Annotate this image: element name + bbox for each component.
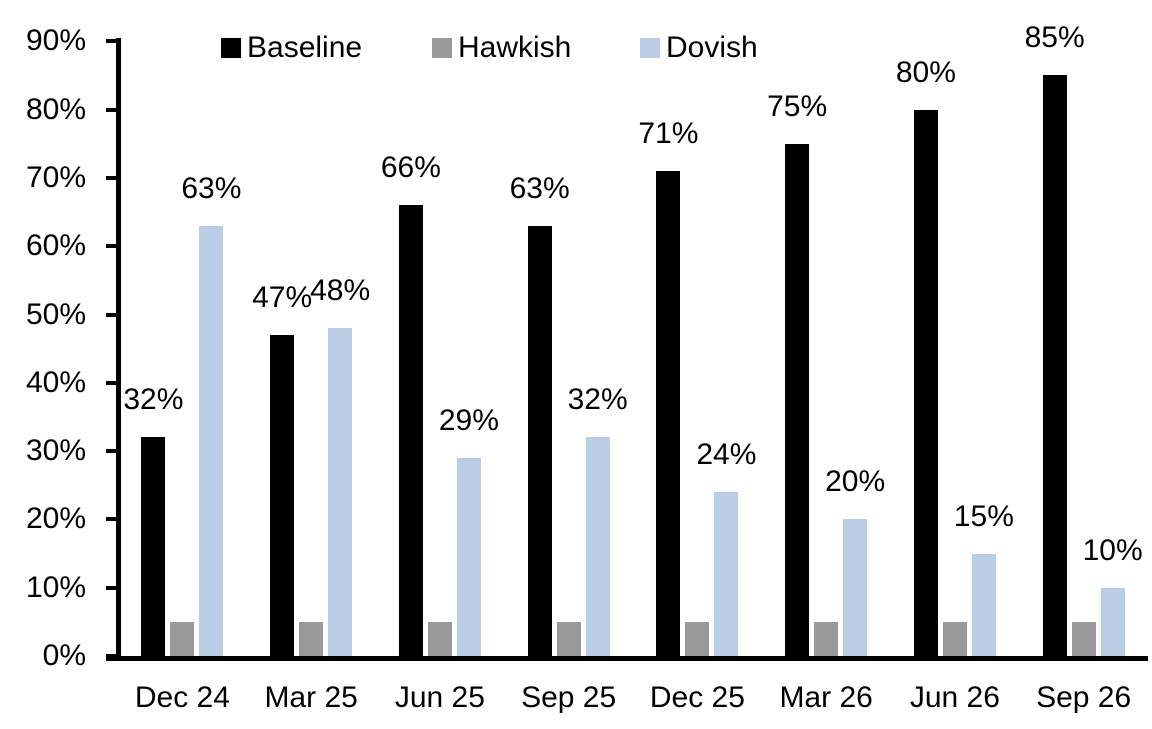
- legend-swatch-baseline-icon: [221, 38, 241, 58]
- x-tick-label-sep-25: Sep 25: [521, 681, 617, 714]
- y-tick-mark: [106, 585, 116, 590]
- bar-dovish-jun-26: [971, 553, 996, 656]
- y-tick-label: 20%: [25, 502, 86, 536]
- y-tick-label: 40%: [25, 365, 86, 399]
- legend-swatch-hawkish-icon: [432, 38, 452, 58]
- data-label-baseline-jun-25: 66%: [380, 151, 441, 185]
- bar-hawkish-jun-25: [427, 621, 452, 656]
- y-tick-mark: [106, 244, 116, 249]
- y-tick-mark: [106, 39, 116, 44]
- data-label-dovish-sep-26: 10%: [1082, 533, 1143, 567]
- data-label-dovish-jun-25: 29%: [438, 403, 499, 437]
- x-tick-label-mar-25: Mar 25: [264, 681, 358, 714]
- data-label-baseline-mar-25: 47%: [252, 280, 313, 314]
- x-tick-label-dec-24: Dec 24: [134, 681, 230, 714]
- data-label-baseline-dec-25: 71%: [638, 117, 699, 151]
- bar-hawkish-sep-26: [1071, 621, 1096, 656]
- bar-baseline-jun-26: [913, 109, 938, 656]
- data-label-dovish-mar-26: 20%: [825, 465, 886, 499]
- bar-hawkish-mar-26: [814, 621, 839, 656]
- data-label-baseline-dec-24: 32%: [123, 383, 184, 417]
- x-axis-line: [106, 656, 1148, 661]
- legend-item-hawkish: Hawkish: [432, 33, 571, 63]
- data-label-dovish-jun-26: 15%: [953, 499, 1014, 533]
- bar-dovish-mar-26: [843, 519, 868, 656]
- bar-baseline-dec-25: [656, 171, 681, 656]
- y-tick-mark: [106, 312, 116, 317]
- legend-label-hawkish: Hawkish: [458, 31, 572, 64]
- data-label-dovish-dec-24: 63%: [181, 171, 242, 205]
- y-axis-line: [116, 38, 121, 661]
- y-tick-mark: [106, 107, 116, 112]
- bar-baseline-jun-25: [398, 205, 423, 656]
- y-tick-mark: [106, 517, 116, 522]
- bar-hawkish-sep-25: [556, 621, 581, 656]
- bar-hawkish-dec-25: [685, 621, 710, 656]
- bar-dovish-sep-25: [585, 437, 610, 656]
- bar-dovish-dec-24: [199, 225, 224, 656]
- y-tick-label: 80%: [25, 92, 86, 126]
- legend-swatch-dovish-icon: [640, 38, 660, 58]
- data-label-dovish-mar-25: 48%: [310, 274, 371, 308]
- y-tick-label: 90%: [25, 24, 86, 58]
- data-label-dovish-sep-25: 32%: [567, 383, 628, 417]
- bar-baseline-dec-24: [141, 437, 166, 656]
- y-tick-label: 50%: [25, 297, 86, 331]
- y-tick-label: 30%: [25, 434, 86, 468]
- bar-baseline-sep-26: [1042, 75, 1067, 656]
- bar-dovish-dec-25: [714, 492, 739, 656]
- y-tick-label: 0%: [42, 639, 86, 672]
- x-tick-label-jun-25: Jun 25: [394, 681, 485, 714]
- y-tick-label: 70%: [25, 160, 86, 194]
- data-label-baseline-sep-26: 85%: [1024, 21, 1085, 55]
- legend-label-baseline: Baseline: [247, 31, 363, 64]
- data-label-baseline-jun-26: 80%: [895, 55, 956, 89]
- y-tick-mark: [106, 380, 116, 385]
- x-tick-label-dec-25: Dec 25: [649, 681, 745, 714]
- data-label-baseline-mar-26: 75%: [767, 89, 828, 123]
- bar-hawkish-jun-26: [942, 621, 967, 656]
- bar-dovish-sep-26: [1100, 587, 1125, 656]
- bar-baseline-mar-26: [785, 143, 810, 656]
- y-tick-label: 10%: [25, 570, 86, 604]
- bar-hawkish-dec-24: [170, 621, 195, 656]
- legend-item-dovish: Dovish: [640, 33, 758, 63]
- y-tick-mark: [106, 175, 116, 180]
- x-tick-label-sep-26: Sep 26: [1036, 681, 1132, 714]
- bar-dovish-mar-25: [328, 328, 353, 656]
- x-tick-label-mar-26: Mar 26: [779, 681, 873, 714]
- legend-label-dovish: Dovish: [666, 31, 758, 64]
- y-tick-mark: [106, 449, 116, 454]
- bar-dovish-jun-25: [456, 457, 481, 656]
- bar-hawkish-mar-25: [299, 621, 324, 656]
- bar-baseline-mar-25: [270, 334, 295, 656]
- y-tick-label: 60%: [25, 229, 86, 263]
- legend-item-baseline: Baseline: [221, 33, 362, 63]
- data-label-baseline-sep-25: 63%: [509, 171, 570, 205]
- data-label-dovish-dec-25: 24%: [696, 438, 757, 472]
- x-tick-label-jun-26: Jun 26: [909, 681, 1000, 714]
- bar-baseline-sep-25: [527, 225, 552, 656]
